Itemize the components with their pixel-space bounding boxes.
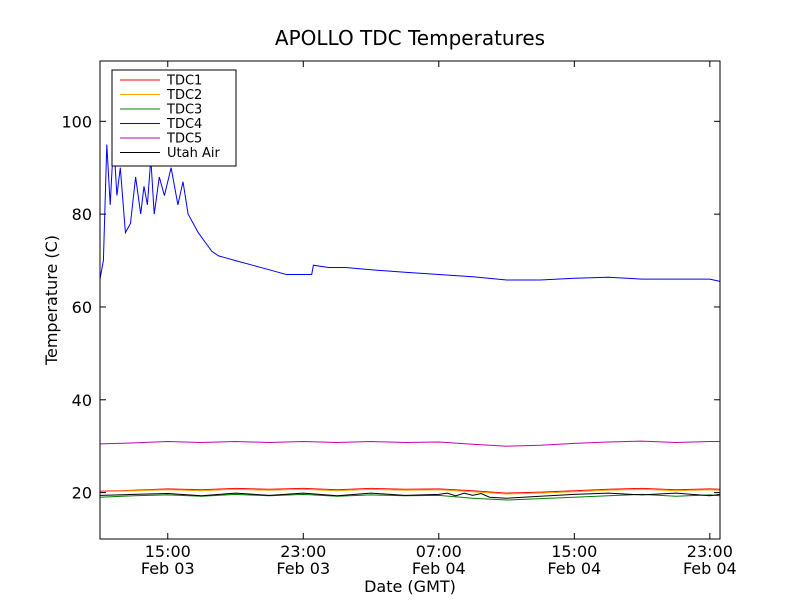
plot-frame — [99, 60, 721, 540]
x-tick-label-date: Feb 03 — [276, 559, 330, 578]
y-tick-label: 60 — [72, 298, 92, 317]
y-tick-label: 80 — [72, 205, 92, 224]
legend-label: TDC4 — [166, 117, 202, 132]
legend-entry: TDC3 — [120, 103, 202, 118]
y-axis-title: Temperature (C) — [42, 235, 61, 366]
series-layer — [99, 139, 721, 501]
x-tick-label-date: Feb 03 — [141, 559, 195, 578]
legend-label: Utah Air — [167, 146, 220, 161]
legend-entry: TDC5 — [120, 132, 202, 147]
legend-label: TDC3 — [166, 103, 202, 118]
series-line-tdc1 — [99, 487, 721, 494]
chart-title: APOLLO TDC Temperatures — [275, 26, 545, 50]
x-tick-label-date: Feb 04 — [547, 559, 601, 578]
x-tick-label-date: Feb 04 — [683, 559, 737, 578]
legend-entry: TDC2 — [120, 88, 202, 103]
series-line-tdc2 — [99, 488, 721, 495]
x-tick-label-time: 23:00 — [280, 542, 326, 561]
x-tick-label-time: 15:00 — [145, 542, 191, 561]
series-line-utah-air — [99, 492, 721, 499]
x-tick-label-date: Feb 04 — [412, 559, 466, 578]
x-tick-label-time: 07:00 — [416, 542, 462, 561]
y-tick-label: 20 — [72, 484, 92, 503]
y-tick-label: 40 — [72, 391, 92, 410]
series-line-tdc5 — [99, 440, 720, 447]
series-line-tdc4 — [99, 139, 721, 282]
x-axis-title: Date (GMT) — [364, 577, 456, 596]
legend-entry: Utah Air — [120, 146, 220, 161]
legend-label: TDC5 — [166, 132, 202, 147]
x-tick-label-time: 15:00 — [551, 542, 597, 561]
x-tick-label-time: 23:00 — [687, 542, 733, 561]
legend-entry: TDC4 — [120, 117, 202, 132]
legend-label: TDC2 — [166, 88, 202, 103]
y-tick-label: 100 — [61, 112, 92, 131]
legend-box — [111, 69, 237, 167]
legend-label: TDC1 — [166, 74, 202, 89]
legend-entry: TDC1 — [120, 74, 202, 89]
